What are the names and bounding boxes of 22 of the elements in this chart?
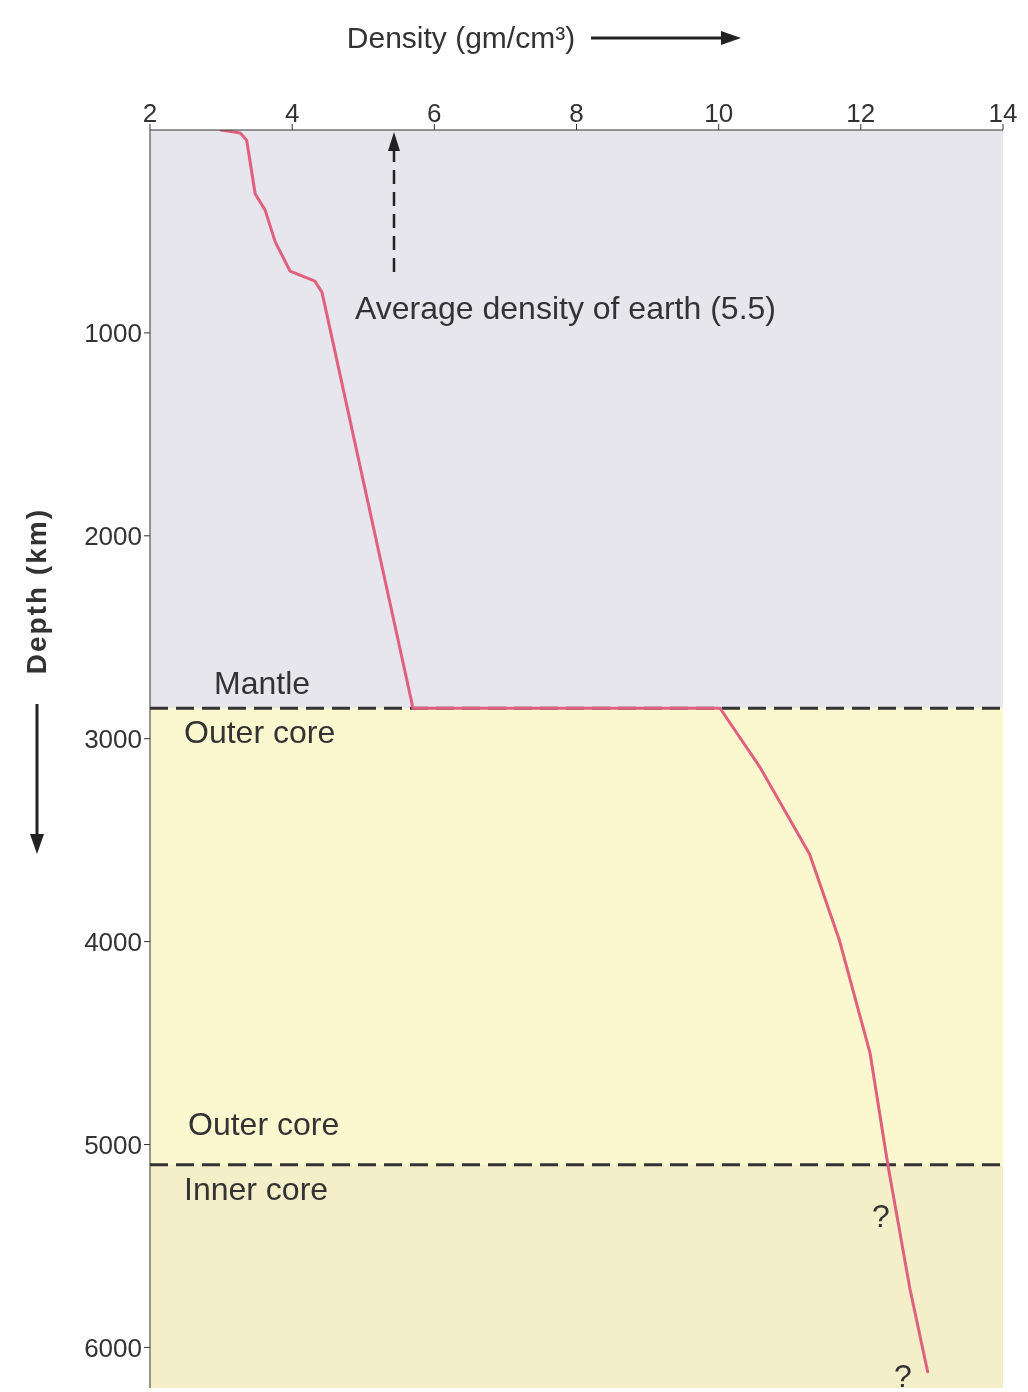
x-tick-label: 4 (284, 98, 300, 128)
x-tick-label: 8 (569, 98, 584, 128)
y-tick-label: 2000 (84, 521, 142, 552)
annotation: Average density of earth (5.5) (355, 290, 776, 327)
y-tick-label: 5000 (84, 1129, 142, 1160)
y-tick-label: 3000 (84, 723, 142, 754)
x-tick-label: 12 (846, 98, 876, 128)
x-axis-title: Density (gm/cm³) (346, 21, 576, 55)
x-tick-label: 10 (704, 98, 734, 128)
x-tick-label: 2 (142, 98, 158, 128)
y-tick-label: 1000 (84, 318, 142, 349)
x-tick-label: 6 (427, 98, 442, 128)
annotation: Outer core (188, 1106, 340, 1143)
band-label: Outer core (184, 713, 336, 750)
annotation: ? (894, 1358, 912, 1392)
band-label: Inner core (184, 1170, 329, 1207)
y-tick-label: 6000 (84, 1332, 142, 1363)
band-label: Mantle (214, 665, 311, 702)
annotation: ? (872, 1198, 890, 1235)
y-tick-label: 4000 (84, 926, 142, 957)
y-axis-title: Depth (km) (21, 508, 53, 675)
x-tick-label: 14 (988, 98, 1018, 128)
